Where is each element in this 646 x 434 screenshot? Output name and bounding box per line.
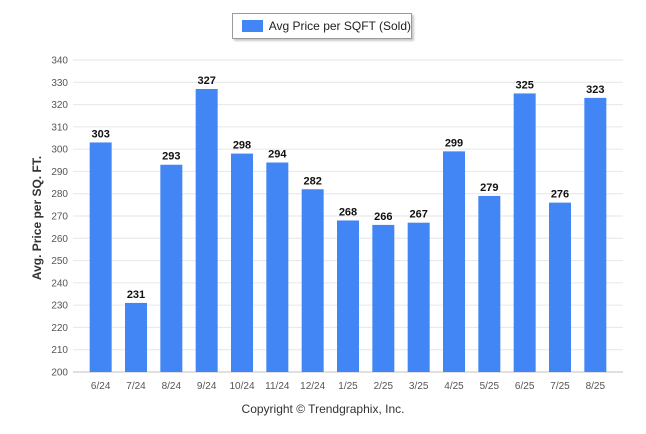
bar	[337, 220, 359, 372]
data-label: 231	[127, 289, 145, 301]
data-label: 282	[303, 175, 321, 187]
bar	[231, 153, 253, 372]
y-tick-label: 240	[51, 278, 68, 289]
x-tick-label: 11/24	[265, 381, 290, 392]
y-tick-label: 320	[51, 100, 68, 111]
bar	[89, 142, 112, 372]
data-label: 294	[268, 149, 287, 161]
x-tick-label: 7/25	[550, 381, 570, 392]
data-label: 327	[197, 75, 215, 87]
x-axis-ticks: 6/24 7/24 8/24 9/24 10/24 11/24 12/24 1/25 2/25 3…	[91, 381, 606, 392]
y-tick-label: 260	[51, 234, 68, 245]
data-label: 299	[445, 137, 463, 149]
y-tick-label: 270	[51, 212, 68, 223]
data-label: 266	[374, 211, 392, 223]
y-tick-label: 310	[51, 122, 68, 133]
y-tick-label: 210	[51, 345, 68, 356]
x-tick-label: 9/24	[197, 381, 217, 392]
x-tick-label: 10/24	[229, 381, 254, 392]
legend-label: Avg Price per SQFT (Sold)	[268, 19, 411, 33]
x-tick-label: 12/24	[300, 381, 325, 392]
bar	[443, 151, 465, 372]
y-axis-label: Avg. Price per SQ. FT.	[30, 155, 44, 281]
data-labels: 303 231 293 327 298 294 282 268 266 267 299 279 325 2…	[91, 75, 604, 301]
data-label: 276	[551, 189, 569, 201]
data-label: 293	[162, 151, 180, 163]
y-tick-label: 330	[51, 78, 68, 89]
x-tick-label: 6/25	[515, 381, 535, 392]
x-tick-label: 1/25	[338, 381, 358, 392]
bar	[160, 164, 183, 372]
x-tick-label: 4/25	[444, 381, 464, 392]
data-label: 298	[233, 140, 251, 152]
bar	[125, 302, 147, 372]
y-tick-label: 340	[51, 56, 68, 67]
data-label: 323	[586, 84, 604, 96]
x-tick-label: 3/25	[409, 381, 429, 392]
bars	[89, 88, 607, 372]
y-tick-label: 250	[51, 256, 68, 267]
x-tick-label: 8/25	[586, 381, 606, 392]
bar	[407, 222, 430, 372]
bar	[584, 97, 607, 372]
y-tick-label: 290	[51, 167, 68, 178]
x-tick-label: 5/25	[480, 381, 500, 392]
y-tick-label: 230	[51, 301, 68, 312]
data-label: 303	[91, 128, 109, 140]
y-axis-ticks: 200 210 220 230 240 250 260 270 280 290 300 310 320 3…	[51, 56, 68, 379]
x-tick-label: 8/24	[162, 381, 182, 392]
data-label: 325	[515, 79, 533, 91]
data-label: 279	[480, 182, 498, 194]
bar	[266, 162, 289, 372]
x-tick-label: 2/25	[374, 381, 394, 392]
y-tick-label: 300	[51, 145, 68, 156]
y-tick-label: 220	[51, 323, 68, 334]
y-tick-label: 280	[51, 189, 68, 200]
x-tick-label: 7/24	[126, 381, 146, 392]
legend: Avg Price per SQFT (Sold)	[232, 13, 412, 39]
copyright-footer: Copyright © Trendgraphix, Inc.	[241, 402, 405, 416]
x-tick-label: 6/24	[91, 381, 111, 392]
bar	[513, 93, 536, 372]
bar	[549, 202, 571, 372]
bar	[478, 195, 501, 372]
bar	[301, 189, 324, 372]
data-label: 267	[409, 209, 427, 221]
y-tick-label: 200	[51, 368, 68, 379]
data-label: 268	[339, 206, 357, 218]
bar	[372, 224, 395, 372]
bar	[195, 88, 218, 372]
legend-swatch	[242, 20, 263, 32]
